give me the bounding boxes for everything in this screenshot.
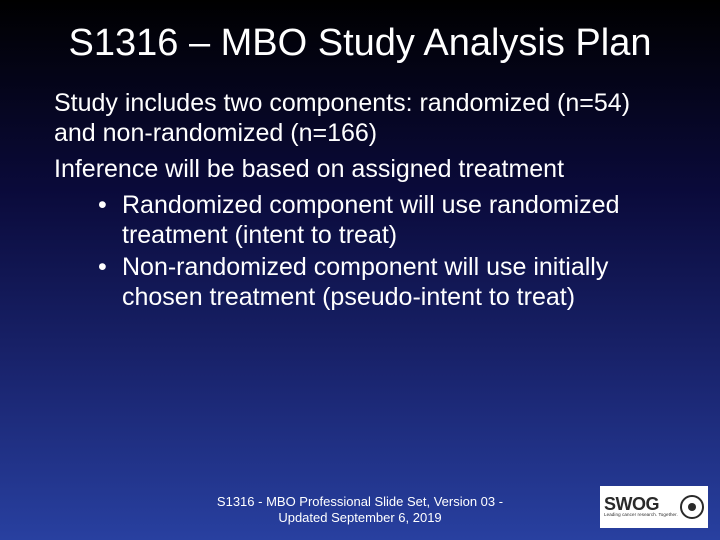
paragraph-2: Inference will be based on assigned trea… [54,154,666,184]
paragraph-1: Study includes two components: randomize… [54,88,666,148]
slide-title: S1316 – MBO Study Analysis Plan [0,0,720,66]
logo-circle-icon [680,495,704,519]
bullet-item: Randomized component will use randomized… [98,190,666,250]
slide: S1316 – MBO Study Analysis Plan Study in… [0,0,720,540]
slide-body: Study includes two components: randomize… [0,66,720,312]
logo-tagline: Leading cancer research. Together. [604,513,678,517]
swog-logo: SWOG Leading cancer research. Together. [600,486,708,528]
logo-wordmark: SWOG Leading cancer research. Together. [604,497,678,517]
bullet-list: Randomized component will use randomized… [54,190,666,312]
bullet-item: Non-randomized component will use initia… [98,252,666,312]
logo-text-main: SWOG [604,494,659,514]
